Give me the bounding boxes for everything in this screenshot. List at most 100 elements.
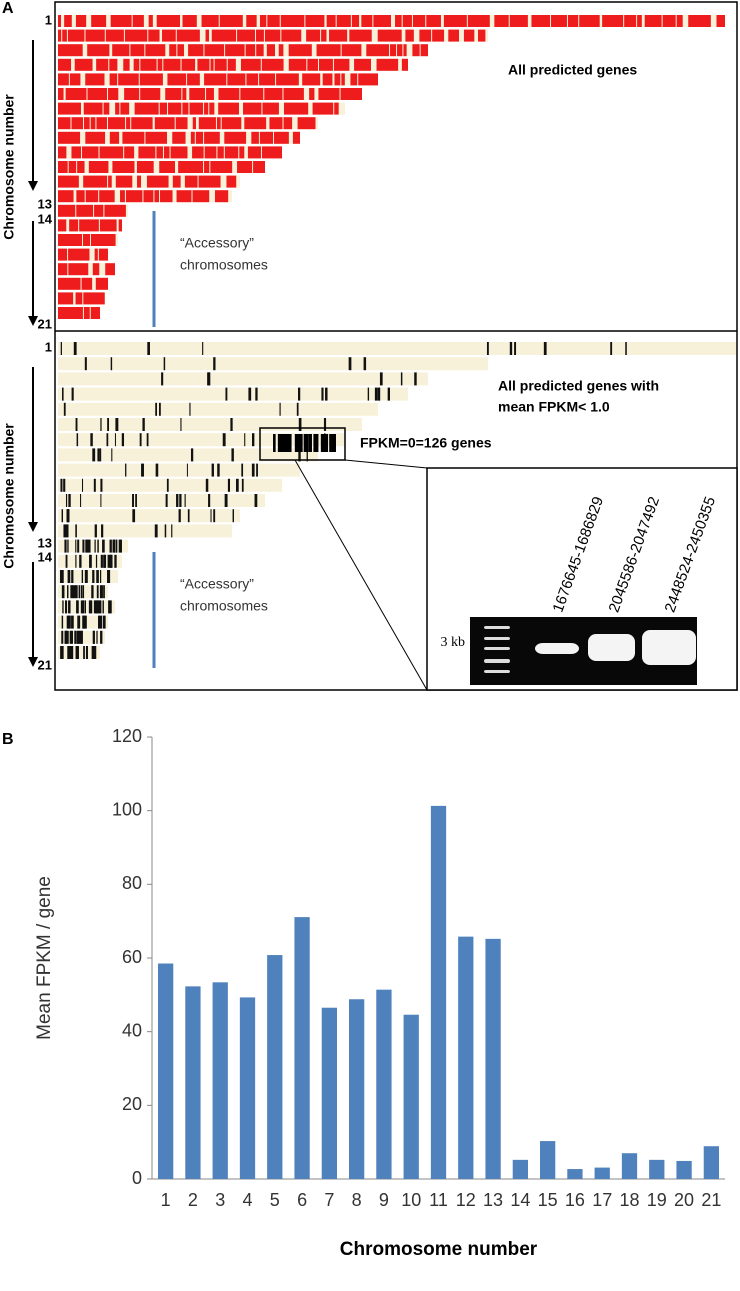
gene-mark <box>325 387 328 401</box>
x-tick-label: 1 <box>161 1190 171 1210</box>
gene-block <box>390 44 397 57</box>
gene-block <box>156 15 181 27</box>
row-label: 1 <box>45 339 52 354</box>
gene-block <box>92 263 100 276</box>
gene-block <box>267 15 280 27</box>
gene-mark <box>106 433 109 447</box>
gene-block <box>227 58 236 71</box>
gene-mark <box>103 585 105 599</box>
gene-mark <box>71 387 74 401</box>
gene-block <box>109 58 118 71</box>
gene-block <box>624 15 637 27</box>
gene-block <box>644 15 662 27</box>
gene-block <box>58 161 68 173</box>
gene-block <box>189 102 204 115</box>
gene-block <box>65 88 87 100</box>
gene-block <box>227 73 246 86</box>
gene-block <box>247 146 261 159</box>
gene-block <box>204 146 217 159</box>
gene-block <box>176 29 200 42</box>
gene-mark <box>159 402 161 416</box>
x-tick-label: 14 <box>510 1190 530 1210</box>
gene-block <box>104 204 126 217</box>
gene-block <box>58 277 81 290</box>
gene-mark <box>186 463 188 477</box>
row-label: 13 <box>38 196 52 211</box>
gene-mark <box>171 524 173 538</box>
gene-block <box>341 44 362 57</box>
gene-block <box>103 102 110 115</box>
ladder-band <box>484 659 510 663</box>
gene-block <box>178 161 204 173</box>
accessory-label: “Accessory” <box>180 576 254 592</box>
gene-block <box>688 15 711 27</box>
gene-block <box>163 146 170 159</box>
gene-block <box>131 117 153 130</box>
gene-block <box>307 58 318 71</box>
gene-block <box>87 44 110 57</box>
gene-block <box>204 44 225 57</box>
gene-block <box>210 161 233 173</box>
gene-block <box>98 248 108 261</box>
gene-block <box>467 15 490 27</box>
gene-mark <box>161 372 164 386</box>
bar <box>485 938 501 1179</box>
gene-mark <box>65 554 68 568</box>
gene-block <box>297 117 316 130</box>
gene-block <box>118 219 122 232</box>
gene-block <box>206 88 214 100</box>
gene-mark <box>96 630 98 644</box>
gene-block <box>259 131 274 144</box>
gene-block <box>58 15 62 27</box>
gene-block <box>567 15 579 27</box>
gene-mark <box>102 539 105 553</box>
gene-block <box>192 190 210 203</box>
gene-block <box>108 117 126 130</box>
gene-block <box>163 58 181 71</box>
gene-block <box>148 29 160 42</box>
gene-block <box>83 175 108 188</box>
gene-block <box>165 88 182 100</box>
gene-block <box>716 15 725 27</box>
gene-block <box>240 88 264 100</box>
gene-mark <box>225 387 228 401</box>
gene-mark <box>70 585 73 599</box>
gene-block <box>184 175 198 188</box>
gene-block <box>478 29 486 42</box>
gene-mark <box>107 570 110 583</box>
chromosome-track <box>58 478 282 492</box>
gene-block <box>108 175 112 188</box>
gene-block <box>195 131 204 144</box>
gene-mark <box>67 570 71 583</box>
gene-block <box>602 15 624 27</box>
gene-block <box>412 44 420 57</box>
gene-block <box>74 58 93 71</box>
gene-block <box>358 73 378 86</box>
gene-block <box>204 73 227 86</box>
bar <box>703 1146 719 1179</box>
gene-block <box>210 58 214 71</box>
gene-mark <box>222 433 226 447</box>
gene-block <box>87 88 108 100</box>
y-tick-label: 120 <box>112 726 142 746</box>
gene-block <box>90 117 96 130</box>
chromosome-track <box>58 463 300 477</box>
row-label: 14 <box>38 211 53 226</box>
x-tick-label: 19 <box>647 1190 667 1210</box>
gene-block <box>68 161 77 173</box>
gene-block <box>172 131 186 144</box>
y-tick-label: 40 <box>122 1020 142 1040</box>
gene-mark <box>610 342 613 355</box>
panel-label: B <box>2 731 14 748</box>
gene-block <box>120 102 130 115</box>
gene-block <box>94 248 98 261</box>
x-tick-label: 7 <box>324 1190 334 1210</box>
gene-mark <box>100 494 102 507</box>
gene-mark <box>273 434 276 452</box>
gene-mark <box>96 585 99 599</box>
gene-mark <box>303 434 307 452</box>
gene-block <box>99 146 124 159</box>
gene-block <box>58 175 79 188</box>
bar <box>376 989 392 1179</box>
gene-mark <box>379 387 381 401</box>
